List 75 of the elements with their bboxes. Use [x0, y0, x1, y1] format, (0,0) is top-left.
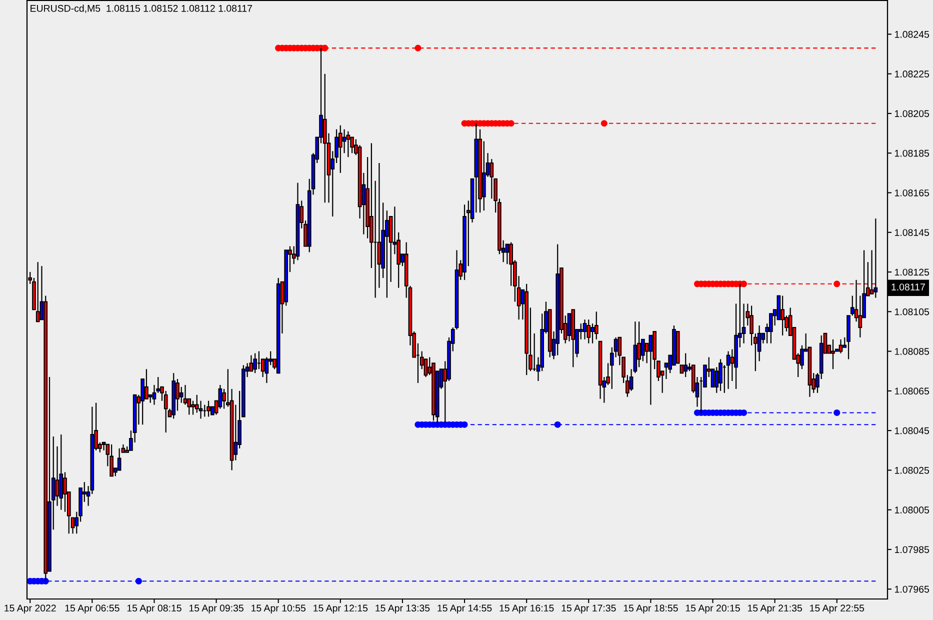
- candlestick: [59, 434, 64, 510]
- y-tick-label: 1.08205: [895, 110, 930, 118]
- candlestick: [63, 472, 67, 512]
- candlestick: [338, 124, 342, 174]
- candlestick: [594, 311, 598, 340]
- candlestick: [718, 358, 722, 392]
- candlestick: [179, 386, 184, 404]
- point: [740, 280, 748, 288]
- candlestick: [183, 384, 188, 406]
- candlestick: [206, 400, 210, 418]
- y-tick-label: 1.07985: [895, 546, 930, 554]
- candlestick: [726, 350, 730, 390]
- point: [834, 409, 840, 416]
- point: [554, 421, 561, 428]
- y-tick-label: 1.08025: [895, 466, 930, 474]
- y-tick-label: 1.08145: [895, 229, 930, 236]
- candlestick: [582, 319, 587, 340]
- candlestick: [838, 338, 843, 354]
- x-tick-label: 15 Apr 13:35: [376, 604, 430, 614]
- candlestick: [164, 390, 168, 434]
- y-tick-label: 1.08225: [895, 70, 930, 78]
- x-tick-label: 15 Apr 06:55: [65, 604, 120, 614]
- x-tick-label: 15 Apr 16:15: [500, 604, 554, 614]
- candlestick: [342, 128, 346, 154]
- x-tick-label: 15 Apr 08:15: [127, 604, 182, 614]
- x-tick-label: 15 Apr 17:35: [562, 604, 616, 614]
- point: [135, 578, 142, 584]
- y-tick-label: 1.08245: [895, 30, 930, 38]
- candlestick: [218, 384, 222, 410]
- x-tick-label: 15 Apr 20:15: [686, 604, 740, 614]
- candlestick: [684, 352, 688, 378]
- y-tick-label: 1.08005: [895, 506, 930, 514]
- y-tick-label: 1.08125: [895, 268, 930, 276]
- x-tick-label: 15 Apr 21:35: [748, 604, 802, 614]
- candlestick: [110, 444, 114, 477]
- candlestick: [482, 140, 486, 212]
- point: [322, 44, 328, 52]
- candlestick: [102, 442, 106, 451]
- point: [834, 280, 840, 288]
- candlestick: [874, 218, 878, 298]
- candlestick: [176, 378, 180, 412]
- y-tick-label: 1.08045: [895, 427, 930, 434]
- y-tick-label: 1.08105: [895, 308, 930, 316]
- candlestick: [191, 400, 195, 416]
- point: [414, 44, 422, 52]
- point: [600, 120, 608, 127]
- y-tick-label: 1.08165: [895, 189, 930, 196]
- candlestick: [117, 448, 122, 471]
- y-tick-label: 1.08065: [895, 388, 930, 395]
- candlestick: [36, 262, 40, 322]
- candlestick: [780, 295, 784, 336]
- candlestick: [55, 446, 60, 506]
- x-tick-label: 15 Apr 12:15: [314, 604, 368, 614]
- y-tick-label: 1.08085: [895, 348, 930, 355]
- x-tick-label: 15 Apr 2022: [4, 604, 56, 614]
- point: [740, 409, 748, 416]
- x-tick-label: 15 Apr 10:55: [252, 604, 306, 614]
- y-tick-label: 1.08185: [895, 150, 930, 157]
- x-tick-label: 15 Apr 14:55: [438, 604, 492, 614]
- candlestick: [567, 313, 572, 342]
- x-tick-label: 15 Apr 18:55: [624, 604, 678, 614]
- chart-title: EURUSD-cd,M5 1.08115 1.08152 1.08112 1.08117: [30, 4, 252, 13]
- candlestick: [648, 334, 653, 406]
- x-tick-label: 15 Apr 09:35: [189, 604, 244, 614]
- candlestick: [505, 244, 510, 265]
- x-tick-label: 15 Apr 22:55: [810, 604, 864, 614]
- candlestick: [144, 368, 148, 400]
- candlestick: [586, 319, 591, 344]
- candlestick: [253, 352, 257, 374]
- candlestick: [769, 313, 773, 344]
- candlestick: [831, 338, 835, 370]
- candlestick: [590, 322, 594, 344]
- candlestick: [346, 130, 350, 158]
- y-tick-label: 1.07965: [895, 586, 930, 593]
- annotation: 1.08117: [892, 284, 925, 290]
